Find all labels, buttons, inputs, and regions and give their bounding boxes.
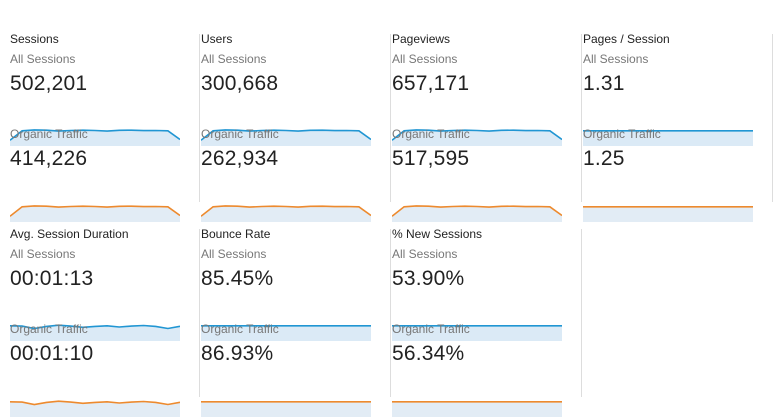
sparkline-area [10,325,180,341]
segment-label-organic: Organic Traffic [10,127,88,141]
segment-label-all: All Sessions [201,247,267,261]
sparkline-all [201,325,371,341]
sparkline-area [392,205,562,222]
segment-value-organic: 262,934 [201,147,279,170]
sparkline-all [392,325,562,341]
segment-value-all: 657,171 [392,72,470,95]
segment-value-all: 53.90% [392,267,465,290]
sparkline-area [392,325,562,341]
sparkline-line [201,129,371,141]
sparkline-area [201,325,371,341]
sparkline-line [10,129,180,141]
segment-value-organic: 00:01:10 [10,342,94,365]
segment-value-organic: 56.34% [392,342,465,365]
segment-value-organic: 1.25 [583,147,625,170]
metric-name: Bounce Rate [201,227,271,241]
sparkline-line [10,400,180,406]
sparkline-all [392,129,562,146]
metric-card-bounce-rate[interactable]: Bounce Rate All Sessions 85.45% Organic … [201,227,391,417]
segment-value-all: 300,668 [201,72,279,95]
segment-label-all: All Sessions [10,247,76,261]
sparkline-all [10,129,180,146]
sparkline-line [392,205,562,217]
sparkline-organic [201,401,371,417]
sparkline-area [201,129,371,146]
sparkline-area [10,129,180,146]
segment-label-all: All Sessions [10,52,76,66]
segment-label-all: All Sessions [392,52,458,66]
sparkline-line [201,205,371,217]
sparkline-all [10,324,180,341]
sparkline-area [201,205,371,222]
segment-label-organic: Organic Traffic [583,127,661,141]
segment-label-organic: Organic Traffic [201,322,279,336]
segment-value-all: 502,201 [10,72,88,95]
metric-card-sessions[interactable]: Sessions All Sessions 502,201 Organic Tr… [10,32,200,222]
metric-name: Pages / Session [583,32,670,46]
segment-value-all: 85.45% [201,267,274,290]
segment-label-all: All Sessions [201,52,267,66]
segment-value-organic: 86.93% [201,342,274,365]
sparkline-area [392,401,562,417]
segment-value-all: 00:01:13 [10,267,94,290]
segment-label-all: All Sessions [583,52,649,66]
sparkline-line [10,205,180,217]
metric-card-users[interactable]: Users All Sessions 300,668 Organic Traff… [201,32,391,222]
sparkline-area [583,206,753,222]
segment-value-organic: 517,595 [392,147,470,170]
segment-label-organic: Organic Traffic [392,322,470,336]
sparkline-area [10,205,180,222]
metric-grid: Sessions All Sessions 502,201 Organic Tr… [10,32,773,417]
sparkline-organic [392,401,562,417]
metric-name: Users [201,32,233,46]
metric-card-pageviews[interactable]: Pageviews All Sessions 657,171 Organic T… [392,32,582,222]
segment-label-organic: Organic Traffic [10,322,88,336]
segment-value-all: 1.31 [583,72,625,95]
segment-label-organic: Organic Traffic [201,127,279,141]
metric-card-new-sessions[interactable]: % New Sessions All Sessions 53.90% Organ… [392,227,582,417]
sparkline-organic [583,206,753,222]
sparkline-organic [392,205,562,222]
sparkline-line [10,324,180,330]
metric-card-pages-per-session[interactable]: Pages / Session All Sessions 1.31 Organi… [583,32,773,222]
sparkline-organic [10,205,180,222]
sparkline-organic [10,400,180,417]
sparkline-all [201,129,371,146]
metric-card-avg-session-duration[interactable]: Avg. Session Duration All Sessions 00:01… [10,227,200,417]
sparkline-organic [201,205,371,222]
metric-name: Avg. Session Duration [10,227,129,241]
segment-value-organic: 414,226 [10,147,88,170]
metric-name: Sessions [10,32,59,46]
sparkline-all [583,130,753,146]
sparkline-area [392,129,562,146]
segment-label-organic: Organic Traffic [392,127,470,141]
metric-name: % New Sessions [392,227,483,241]
sparkline-area [583,130,753,146]
segment-label-all: All Sessions [392,247,458,261]
metric-name: Pageviews [392,32,451,46]
sparkline-line [392,129,562,141]
sparkline-area [201,401,371,417]
